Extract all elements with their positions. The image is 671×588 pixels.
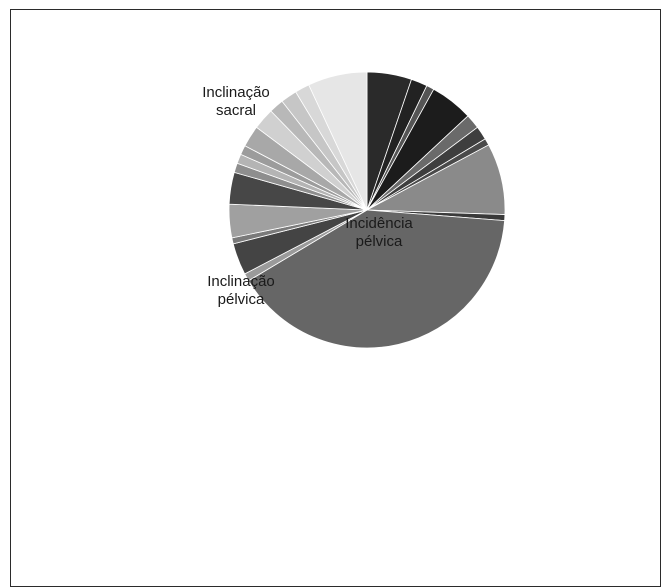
label-inclinacao-sacral: Inclinação sacral <box>189 84 283 120</box>
label-inclinacao-pelvica-line1: Inclinação <box>207 273 275 290</box>
pie-chart <box>228 71 506 349</box>
pie-slice-24 <box>308 71 368 211</box>
label-inclinacao-pelvica: Inclinação pélvica <box>193 273 289 309</box>
chart-frame: Inclinação sacral Incidência pélvica Inc… <box>10 9 661 587</box>
pie-slice-10 <box>247 209 506 349</box>
label-inclinacao-pelvica-line2: pélvica <box>217 291 265 308</box>
label-inclinacao-sacral-line1: Inclinação <box>202 84 270 101</box>
label-incidencia-pelvica-line1: Incidência <box>345 215 413 232</box>
label-inclinacao-sacral-line2: sacral <box>215 102 256 119</box>
label-incidencia-pelvica-line2: pélvica <box>355 233 403 250</box>
label-incidencia-pelvica: Incidência pélvica <box>329 215 429 251</box>
